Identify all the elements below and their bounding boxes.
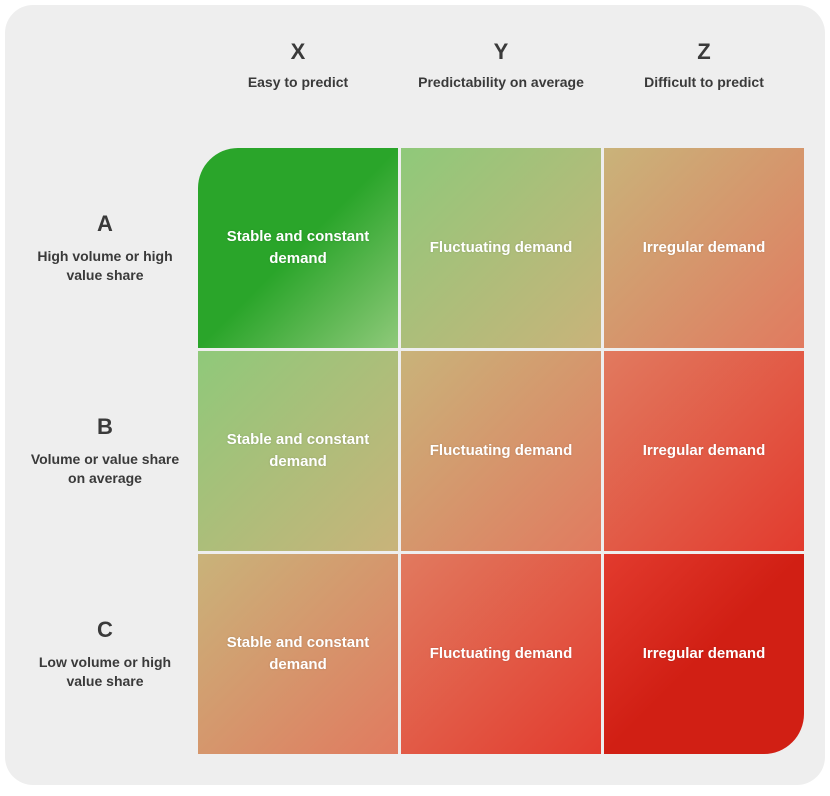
cell-a-x: Stable and constant demand — [198, 148, 398, 348]
cell-label: Irregular demand — [643, 237, 766, 259]
cell-c-y: Fluctuating demand — [401, 554, 601, 754]
matrix-grid: X Easy to predict Y Predictability on av… — [25, 35, 795, 754]
cell-b-z: Irregular demand — [604, 351, 804, 551]
matrix-card: X Easy to predict Y Predictability on av… — [5, 5, 825, 785]
row-letter: C — [97, 617, 113, 643]
cell-b-y: Fluctuating demand — [401, 351, 601, 551]
cell-b-x: Stable and constant demand — [198, 351, 398, 551]
cell-label: Irregular demand — [643, 643, 766, 665]
col-sub: Predictability on average — [418, 73, 584, 92]
col-letter: X — [291, 39, 306, 65]
col-header-y: Y Predictability on average — [401, 35, 601, 145]
col-sub: Easy to predict — [248, 73, 348, 92]
row-letter: B — [97, 414, 113, 440]
col-sub: Difficult to predict — [644, 73, 764, 92]
cell-label: Stable and constant demand — [218, 226, 378, 270]
row-header-a: A High volume or high value share — [25, 148, 195, 348]
col-header-z: Z Difficult to predict — [604, 35, 804, 145]
col-letter: Z — [697, 39, 710, 65]
row-header-c: C Low volume or high value share — [25, 554, 195, 754]
col-letter: Y — [494, 39, 509, 65]
row-sub: High volume or high value share — [29, 247, 181, 285]
row-header-b: B Volume or value share on average — [25, 351, 195, 551]
cell-c-x: Stable and constant demand — [198, 554, 398, 754]
cell-label: Fluctuating demand — [430, 237, 573, 259]
row-sub: Low volume or high value share — [29, 653, 181, 691]
cell-a-y: Fluctuating demand — [401, 148, 601, 348]
cell-label: Stable and constant demand — [218, 429, 378, 473]
row-sub: Volume or value share on average — [29, 450, 181, 488]
cell-c-z: Irregular demand — [604, 554, 804, 754]
row-letter: A — [97, 211, 113, 237]
cell-label: Fluctuating demand — [430, 643, 573, 665]
col-header-x: X Easy to predict — [198, 35, 398, 145]
cell-label: Fluctuating demand — [430, 440, 573, 462]
grid-corner-empty — [25, 35, 195, 145]
cell-a-z: Irregular demand — [604, 148, 804, 348]
cell-label: Stable and constant demand — [218, 632, 378, 676]
cell-label: Irregular demand — [643, 440, 766, 462]
